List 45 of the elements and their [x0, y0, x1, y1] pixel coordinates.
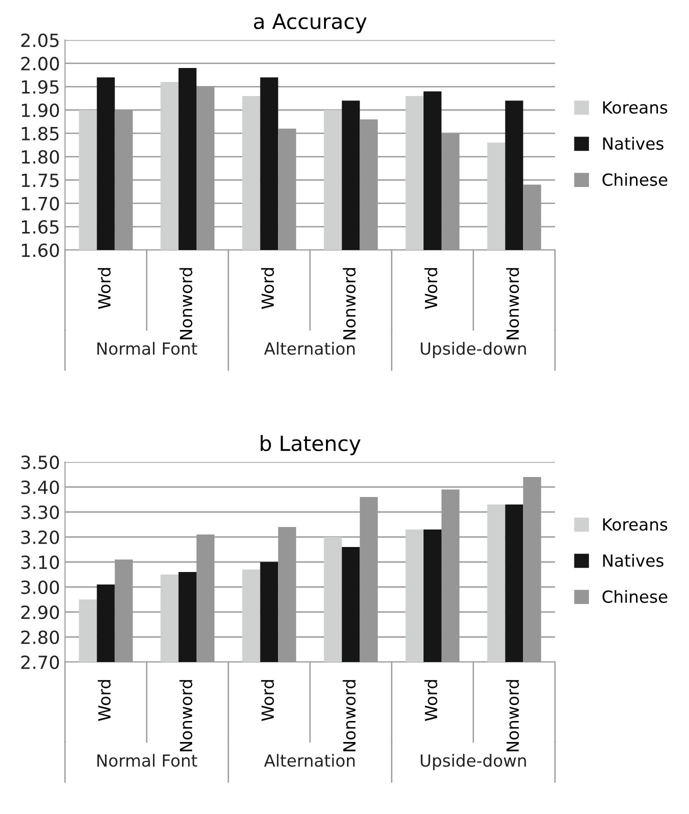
legend-label: Koreans [603, 518, 668, 531]
x-tick-label: Nonword [506, 680, 520, 752]
x-tick-label: Word [261, 268, 274, 309]
y-tick-label: 1.75 [22, 174, 59, 188]
chart-title: a Accuracy [254, 14, 367, 34]
x-tick-label: Nonword [179, 680, 192, 752]
x-tick-label: Word [424, 268, 438, 309]
text: Alternation [264, 754, 355, 767]
y-tick-label: 1.85 [22, 126, 59, 140]
x-tick-label: Word [261, 680, 274, 721]
chart-title: b Latency [260, 435, 360, 456]
y-tick-label: 1.90 [22, 103, 59, 118]
legend-label: Natives [603, 554, 664, 567]
text: Upside-down [420, 754, 526, 770]
y-tick-label: 1.95 [22, 80, 59, 94]
y-tick-label: 3.40 [21, 480, 59, 494]
y-tick-label: 2.00 [21, 56, 59, 70]
text: Normal Font [97, 342, 198, 355]
legend-label: Koreans [603, 101, 668, 114]
y-tick-label: 3.30 [21, 505, 59, 520]
y-tick-label: 2.05 [21, 33, 59, 48]
y-tick-label: 3.50 [21, 455, 59, 470]
x-tick-label: Word [98, 268, 111, 309]
text: Upside-down [420, 342, 526, 358]
y-tick-label: 2.80 [21, 630, 59, 644]
y-tick-label: 2.90 [21, 605, 59, 620]
y-tick-label: 1.65 [22, 220, 59, 234]
x-tick-label: Nonword [342, 680, 356, 752]
y-tick-label: 1.70 [22, 196, 59, 210]
legend-label: Chinese [602, 173, 668, 186]
y-tick-label: 3.10 [21, 555, 59, 570]
text: Normal Font [97, 754, 198, 767]
legend-label: Natives [603, 136, 664, 150]
y-tick-label: 1.80 [22, 150, 59, 164]
y-tick-label: 3.20 [21, 530, 59, 544]
y-tick-label: 1.60 [22, 243, 59, 258]
x-tick-label: Nonword [342, 268, 356, 340]
x-tick-label: Word [98, 680, 111, 721]
x-tick-label: Nonword [179, 268, 192, 340]
y-tick-label: 2.70 [21, 655, 59, 670]
x-tick-label: Word [424, 680, 438, 721]
y-tick-label: 3.00 [21, 580, 59, 594]
text: Alternation [264, 342, 355, 355]
legend-label: Chinese [602, 590, 668, 603]
x-tick-label: Nonword [506, 268, 520, 340]
